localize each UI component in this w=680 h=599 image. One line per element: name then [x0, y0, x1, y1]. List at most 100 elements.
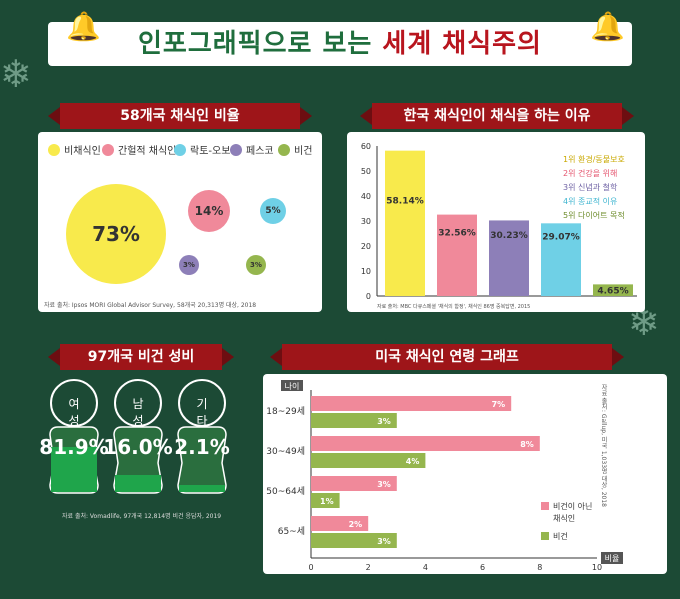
bar — [311, 516, 369, 531]
bar-data-label: 3% — [377, 537, 391, 546]
page-title: 인포그래픽으로 보는 세계 채식주의 — [48, 22, 632, 66]
bar-data-label: 4% — [406, 457, 420, 466]
bar — [311, 533, 397, 548]
y-axis-title-bg — [281, 380, 303, 391]
section4-title: 미국 채식인 연령 그래프 — [270, 344, 624, 370]
section3-title: 97개국 비건 성비 — [48, 344, 234, 370]
bar — [489, 220, 529, 296]
legend-swatch — [541, 502, 549, 510]
legend-label: 간헐적 채식인 — [118, 146, 177, 157]
section4-panel: 나이 비율 0 2 4 6 8 10 18~29세 7% 3% 30~49세 8% 4% 50~64세 3% 1… — [263, 374, 667, 574]
other-figure — [177, 379, 227, 494]
bar-data-label: 58.14% — [386, 196, 424, 206]
bar-data-label: 4.65% — [597, 286, 628, 296]
legend-label: 락토-오보 — [190, 146, 231, 157]
vegan-gender-figures — [49, 379, 227, 494]
legend-swatch — [278, 143, 290, 156]
legend-lacto-ovo: 락토-오보 — [174, 142, 230, 157]
bar — [437, 214, 477, 296]
bar — [311, 436, 540, 451]
bubble-non-veg: 73% — [66, 184, 166, 284]
y-tick-label: 30 — [361, 217, 371, 226]
male-fill — [115, 475, 161, 492]
bar — [311, 493, 340, 508]
bubble-flexitarian: 14% — [188, 190, 230, 232]
value-male: 16.0% — [103, 435, 173, 459]
x-tick-label: 4 — [423, 563, 428, 572]
legend-label: 3위 신념과 철학 — [563, 182, 618, 192]
bar-data-label: 32.56% — [438, 228, 476, 238]
x-tick-label: 2 — [366, 563, 371, 572]
x-tick-label: 10 — [592, 563, 602, 572]
reasons-bar-chart: 0 10 20 30 40 50 60 58.14% 32.56% 30.23% 29.07% 4.6… — [361, 142, 637, 310]
value-female: 81.9% — [39, 435, 109, 459]
legend-label: 5위 다이어트 목적 — [563, 210, 625, 220]
section2-title: 한국 채식인이 채식을 하는 이유 — [360, 103, 634, 129]
legend-swatch — [230, 143, 242, 156]
bar-data-label: 3% — [377, 417, 391, 426]
legend-vegan: 비건 — [278, 142, 312, 157]
y-tick-label: 0 — [366, 292, 371, 301]
other-fill — [179, 485, 225, 492]
snowflake-icon-left: ❄ — [0, 52, 32, 96]
label-other: 기타 — [196, 397, 208, 428]
y-tick-label: 40 — [361, 192, 371, 201]
section2-source: 자료 출처: MBC 다큐스페셜 '채식의 함정', 채식인 86명 중복답변,… — [377, 303, 530, 310]
y-tick-label: 10 — [361, 267, 371, 276]
legend-label: 채식인 — [553, 513, 575, 523]
title-part1: 인포그래픽으로 보는 — [138, 29, 373, 59]
section3-area: 여성 남성 기타 81.9% 16.0% 2.1% 자료 출처: Vomadli… — [38, 375, 238, 525]
legend-pesco: 페스코 — [230, 142, 274, 157]
legend-label: 1위 환경/동물보호 — [563, 154, 625, 164]
x-tick-label: 6 — [480, 563, 485, 572]
x-axis-title-bg — [601, 552, 623, 564]
female-figure — [49, 379, 99, 494]
male-figure — [113, 379, 163, 494]
section4-source: 자료 출처: Gallup, 미국 1,033명 대상, 2018 — [600, 384, 607, 507]
legend-label: 비채식인 — [64, 146, 101, 157]
legend-label: 4위 종교적 이유 — [563, 196, 617, 206]
section1-panel: 비채식인 간헐적 채식인 락토-오보 페스코 비건 73% 14% 5% 3% … — [38, 132, 322, 312]
category-label: 18~29세 — [266, 406, 305, 417]
legend-label: 비건이 아닌 — [553, 501, 592, 511]
bar — [311, 476, 397, 491]
holly-bell-icon-left: 🔔 — [66, 10, 101, 43]
x-tick-label: 8 — [537, 563, 542, 572]
category-label: 30~49세 — [266, 446, 305, 457]
legend-swatch — [174, 143, 186, 156]
value-other: 2.1% — [174, 435, 230, 459]
y-axis-title: 나이 — [285, 381, 300, 391]
section1-source: 자료 출처: Ipsos MORI Global Advisor Survey,… — [44, 302, 257, 309]
legend-swatch — [541, 532, 549, 540]
legend-non-veg: 비채식인 — [48, 142, 101, 157]
bar — [311, 413, 397, 428]
section1-title: 58개국 채식인 비율 — [48, 103, 312, 129]
legend-swatch — [102, 143, 114, 156]
bar-data-label: 29.07% — [542, 233, 580, 243]
legend-label: 비건 — [294, 146, 313, 157]
bar — [593, 284, 633, 296]
y-tick-label: 50 — [361, 167, 371, 176]
female-head — [50, 379, 98, 427]
bubble-lacto-ovo: 5% — [260, 198, 286, 224]
bubble-vegan: 3% — [246, 255, 266, 275]
legend-label: 비건 — [553, 531, 568, 541]
label-female: 여성 — [68, 397, 80, 428]
x-tick-label: 0 — [308, 563, 313, 572]
bar — [541, 223, 581, 296]
male-head — [114, 379, 162, 427]
bar-data-label: 1% — [320, 497, 334, 506]
legend-swatch — [48, 143, 60, 156]
legend-flexitarian: 간헐적 채식인 — [102, 142, 176, 157]
legend-label: 2위 건강을 위해 — [563, 168, 617, 178]
category-label: 50~64세 — [266, 486, 305, 497]
legend-label: 페스코 — [246, 146, 274, 157]
bar-data-label: 8% — [520, 440, 534, 449]
bar-data-label: 3% — [377, 480, 391, 489]
x-axis-title: 비율 — [605, 554, 620, 563]
bar — [385, 150, 425, 296]
label-male: 남성 — [132, 397, 144, 428]
other-head — [178, 379, 226, 427]
female-fill — [51, 447, 97, 492]
